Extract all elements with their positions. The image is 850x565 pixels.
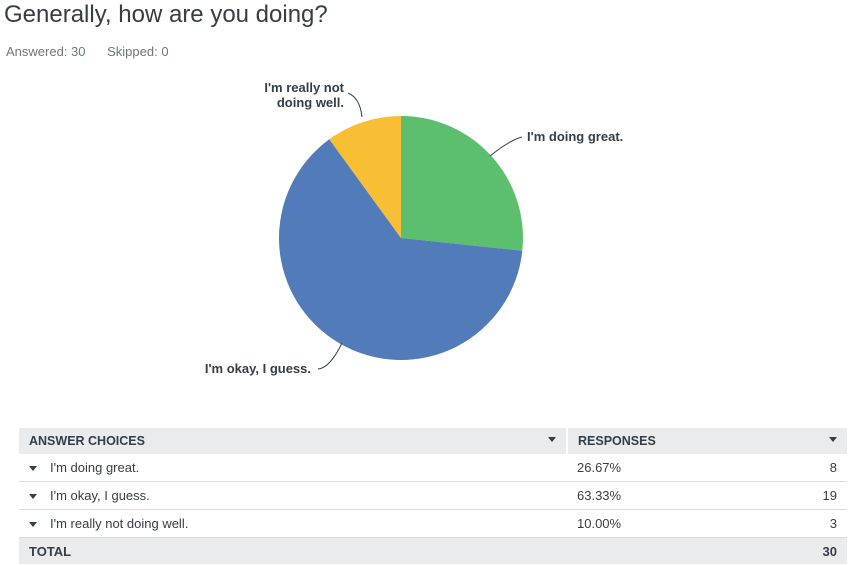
slice-label-1: I'm doing great.: [527, 129, 623, 144]
response-count: 8: [749, 454, 847, 482]
total-row: TOTAL 30: [19, 537, 847, 564]
answered-count: Answered: 30: [6, 44, 86, 59]
chevron-down-icon[interactable]: [548, 437, 556, 442]
table-row: I'm doing great. 26.67% 8: [19, 454, 847, 482]
chevron-down-icon[interactable]: [829, 437, 837, 442]
answer-choice-label: I'm doing great.: [50, 460, 140, 475]
answer-choice-cell: I'm okay, I guess.: [19, 481, 567, 510]
leader-line-3: [347, 92, 363, 118]
leader-line-2: [317, 342, 343, 370]
pie-slices: [278, 116, 523, 360]
answer-choice-cell: I'm really not doing well.: [19, 509, 567, 538]
response-percent: 26.67%: [567, 454, 750, 482]
leader-line-1: [489, 136, 523, 157]
answer-choice-cell: I'm doing great.: [19, 454, 567, 482]
slice-label-3: I'm really not doing well.: [264, 80, 344, 110]
column-header-responses[interactable]: RESPONSES: [567, 428, 847, 454]
response-stats: Answered: 30 Skipped: 0: [6, 44, 169, 59]
pie-slice-3[interactable]: [329, 116, 401, 238]
answer-choice-label: I'm really not doing well.: [50, 516, 189, 531]
response-count: 3: [749, 509, 847, 538]
response-count: 19: [749, 481, 847, 510]
total-value: 30: [749, 537, 847, 564]
response-percent: 63.33%: [567, 481, 750, 510]
total-label: TOTAL: [19, 537, 567, 564]
slice-label-line: I'm really not: [264, 80, 344, 95]
results-table: ANSWER CHOICES RESPONSES I'm doing great…: [19, 428, 847, 564]
pie-leader-lines: [317, 92, 523, 370]
question-title: Generally, how are you doing?: [4, 1, 328, 28]
skipped-count: Skipped: 0: [107, 44, 169, 59]
response-percent: 10.00%: [567, 509, 750, 538]
pie-slice-1[interactable]: [401, 116, 523, 251]
table-row: I'm really not doing well. 10.00% 3: [19, 509, 847, 538]
slice-label-2: I'm okay, I guess.: [205, 361, 311, 376]
slice-label-line: doing well.: [277, 95, 344, 110]
chevron-down-icon[interactable]: [29, 522, 37, 528]
answer-choice-label: I'm okay, I guess.: [50, 488, 150, 503]
pie-chart: I'm doing great. I'm okay, I guess. I'm re…: [205, 80, 623, 376]
pie-labels: I'm doing great. I'm okay, I guess. I'm re…: [205, 80, 623, 376]
pie-slice-2[interactable]: [278, 139, 523, 360]
table-row: I'm okay, I guess. 63.33% 19: [19, 481, 847, 510]
chevron-down-icon[interactable]: [29, 494, 37, 500]
chevron-down-icon[interactable]: [29, 466, 37, 472]
column-header-answer-choices[interactable]: ANSWER CHOICES: [19, 428, 568, 454]
